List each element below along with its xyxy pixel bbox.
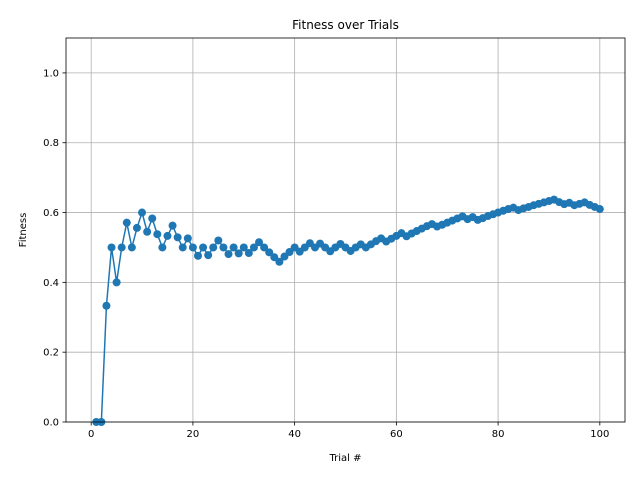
data-point: [143, 227, 152, 236]
data-point: [244, 249, 253, 258]
data-point: [178, 243, 187, 252]
data-point: [249, 243, 258, 252]
data-point: [219, 243, 228, 252]
data-point: [229, 243, 238, 252]
plot-area: [66, 38, 625, 422]
data-point: [199, 243, 208, 252]
x-tick-label: 40: [288, 429, 301, 440]
ticks-group: 0 20 40 60 80 100 0.0 0.2 0.4 0.6 0.8 1.0: [43, 68, 609, 440]
data-point: [204, 251, 213, 260]
axes-border: [65, 37, 626, 423]
data-point: [153, 230, 162, 239]
y-tick-label: 0.8: [43, 138, 59, 149]
x-tick-label: 80: [492, 429, 505, 440]
data-point: [193, 251, 202, 260]
data-point: [158, 243, 167, 252]
data-point: [209, 243, 218, 252]
data-point: [148, 214, 157, 223]
y-axis-title: Fitness: [18, 213, 29, 248]
x-tick-label: 100: [590, 429, 609, 440]
data-point: [138, 208, 147, 217]
chart-title: Fitness over Trials: [292, 18, 399, 32]
x-tick-label: 0: [88, 429, 94, 440]
data-point: [122, 218, 131, 227]
data-point: [102, 301, 111, 310]
data-point: [595, 205, 604, 214]
data-point: [255, 238, 264, 247]
series-group: [92, 195, 604, 426]
x-tick-label: 60: [390, 429, 403, 440]
data-point: [117, 243, 126, 252]
data-point: [163, 231, 172, 240]
y-tick-label: 0.6: [43, 208, 59, 219]
y-tick-label: 0.4: [43, 278, 59, 289]
data-point: [234, 249, 243, 258]
data-point: [173, 233, 182, 242]
y-tick-label: 1.0: [43, 68, 59, 79]
x-tick-label: 20: [187, 429, 200, 440]
data-point: [168, 221, 177, 230]
data-point: [239, 243, 248, 252]
y-tick-label: 0.0: [43, 418, 59, 429]
axes-frame: [65, 37, 626, 423]
data-point: [183, 234, 192, 243]
data-point: [214, 236, 223, 245]
y-tick-label: 0.2: [43, 348, 59, 359]
data-point: [127, 243, 136, 252]
data-point: [265, 248, 274, 257]
data-point: [112, 278, 121, 287]
data-point: [107, 243, 116, 252]
data-point: [188, 243, 197, 252]
data-point: [132, 223, 141, 232]
data-point: [275, 257, 284, 266]
data-point: [224, 250, 233, 259]
data-point: [260, 243, 269, 252]
x-axis-title: Trial #: [329, 453, 362, 464]
